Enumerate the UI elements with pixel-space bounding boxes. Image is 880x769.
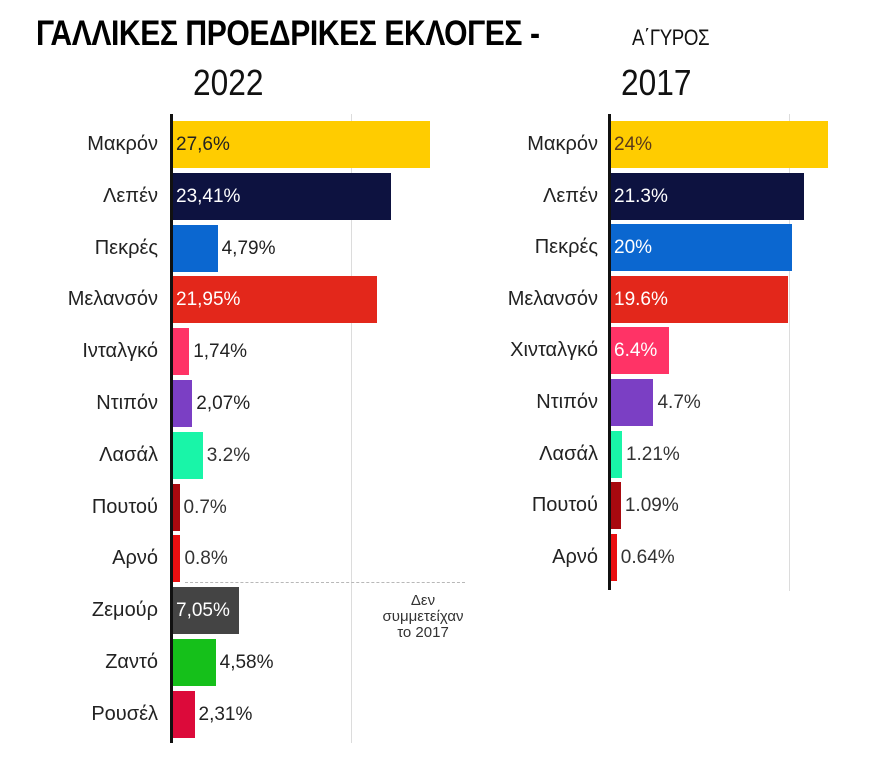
candidate-label: Λεπέν xyxy=(103,184,158,207)
candidate-label: Λεπέν xyxy=(543,184,598,207)
value-label: 4,58% xyxy=(219,652,274,673)
value-label: 2,07% xyxy=(196,393,251,414)
bar xyxy=(173,639,216,686)
bar-row: Λασάλ 3.2% xyxy=(0,431,880,479)
value-label: 4,79% xyxy=(221,237,276,259)
bar-row: Ζαντό 4,58% xyxy=(0,639,880,686)
bar-row: Αρνό 0.64% xyxy=(0,533,880,581)
value-label: 1.09% xyxy=(624,495,679,517)
value-label: 0.7% xyxy=(183,496,227,518)
bar xyxy=(173,483,180,531)
candidate-label: Αρνό xyxy=(552,545,598,568)
value-label: 21.3% xyxy=(614,185,668,207)
bar xyxy=(611,121,828,168)
value-label: 20% xyxy=(614,237,653,259)
note-line: το 2017 xyxy=(397,624,449,641)
bar-row: Ρουσέλ 2,31% xyxy=(0,690,880,738)
year-2017-heading: 2017 xyxy=(621,62,692,103)
bar-row: Πεκρές 4,79% xyxy=(0,224,880,272)
candidate-label: Πεκρές xyxy=(94,236,158,259)
bar-row: Χινταλγκό 6.4% xyxy=(0,327,880,375)
bar xyxy=(173,224,218,272)
bar-row: Ινταλγκό 1,74% xyxy=(0,328,880,376)
bar-row: Πουτού 0.7% xyxy=(0,483,880,531)
value-label: 4.7% xyxy=(657,392,701,413)
value-label: 27,6% xyxy=(176,134,230,155)
value-label: 7,05% xyxy=(176,600,230,622)
bar-row: Ντιπόν 4.7% xyxy=(0,379,880,426)
bar xyxy=(173,172,391,220)
bar xyxy=(611,379,654,426)
value-label: 0.64% xyxy=(620,546,675,568)
chart-title: ΓΑΛΛΙΚΕΣ ΠΡΟΕΔΡΙΚΕΣ ΕΚΛΟΓΕΣ - Α΄ΓΥΡΟΣ xyxy=(36,14,710,54)
title-subtitle: Α΄ΓΥΡΟΣ xyxy=(632,25,710,50)
bar xyxy=(611,224,792,272)
bar-row: Μελανσόν 21,95% xyxy=(0,276,880,324)
bar-row: Μελανσόν 19.6% xyxy=(0,275,880,323)
bar-row: Λασάλ 1.21% xyxy=(0,430,880,478)
y-axis xyxy=(170,114,173,743)
candidate-label: Ντιπόν xyxy=(536,391,598,413)
candidate-label: Πουτού xyxy=(531,494,598,517)
value-label: 19.6% xyxy=(614,288,668,310)
separator-line xyxy=(185,582,465,583)
bar xyxy=(611,172,804,220)
candidate-label: Λασάλ xyxy=(99,443,158,466)
value-label: 2,31% xyxy=(198,703,253,725)
candidate-label: Μακρόν xyxy=(527,133,598,155)
value-label: 21,95% xyxy=(176,289,241,311)
bar xyxy=(173,535,181,583)
candidate-label: Μακρόν xyxy=(87,133,158,155)
bar xyxy=(611,430,622,478)
not-participated-note: Δεν συμμετείχαν το 2017 xyxy=(368,593,478,641)
year-2022-heading: 2022 xyxy=(193,62,264,103)
candidate-label: Ζεμούρ xyxy=(91,599,158,622)
bar-row: Αρνό 0.8% xyxy=(0,535,880,583)
value-label: 6.4% xyxy=(614,340,658,362)
bar xyxy=(173,690,195,738)
bar xyxy=(173,121,430,168)
candidate-label: Μελανσόν xyxy=(67,288,158,311)
candidate-label: Ρουσέλ xyxy=(91,702,158,725)
bar-row: Μακρόν 24% xyxy=(0,121,880,168)
value-label: 3.2% xyxy=(206,444,251,466)
bar xyxy=(611,327,669,375)
note-line: συμμετείχαν xyxy=(382,608,464,625)
bar xyxy=(611,275,789,323)
note-line: Δεν xyxy=(410,592,436,609)
candidate-label: Μελανσόν xyxy=(507,287,598,310)
candidate-label: Λασάλ xyxy=(539,442,598,465)
bar xyxy=(611,533,617,581)
bar-row: Πεκρές 20% xyxy=(0,224,880,272)
value-label: 1,74% xyxy=(193,341,248,363)
candidate-label: Αρνό xyxy=(112,547,158,570)
bar xyxy=(173,380,193,427)
bar-row: Ντιπόν 2,07% xyxy=(0,380,880,427)
candidate-label: Ζαντό xyxy=(105,651,158,673)
gridline xyxy=(351,114,352,743)
bar-row: Πουτού 1.09% xyxy=(0,482,880,530)
bar-row: Λεπέν 23,41% xyxy=(0,172,880,220)
bar xyxy=(173,431,203,479)
bar-row: Ζεμούρ 7,05% xyxy=(0,587,880,635)
candidate-label: Ινταλγκό xyxy=(82,340,158,363)
bar-row: Λεπέν 21.3% xyxy=(0,172,880,220)
title-main: ΓΑΛΛΙΚΕΣ ΠΡΟΕΔΡΙΚΕΣ ΕΚΛΟΓΕΣ - xyxy=(36,14,540,53)
value-label: 23,41% xyxy=(176,185,241,207)
value-label: 1.21% xyxy=(625,443,680,465)
candidate-label: Χινταλγκό xyxy=(510,339,598,362)
bar xyxy=(173,276,378,324)
value-label: 24% xyxy=(614,134,653,155)
bar-row: Μακρόν 27,6% xyxy=(0,121,880,168)
y-axis xyxy=(608,114,611,590)
value-label: 0.8% xyxy=(184,548,228,570)
bar xyxy=(173,328,190,376)
candidate-label: Ντιπόν xyxy=(96,392,158,414)
candidate-label: Πουτού xyxy=(91,495,158,518)
candidate-label: Πεκρές xyxy=(534,236,598,259)
bar xyxy=(611,482,621,530)
gridline xyxy=(789,114,790,591)
bar xyxy=(173,587,239,635)
